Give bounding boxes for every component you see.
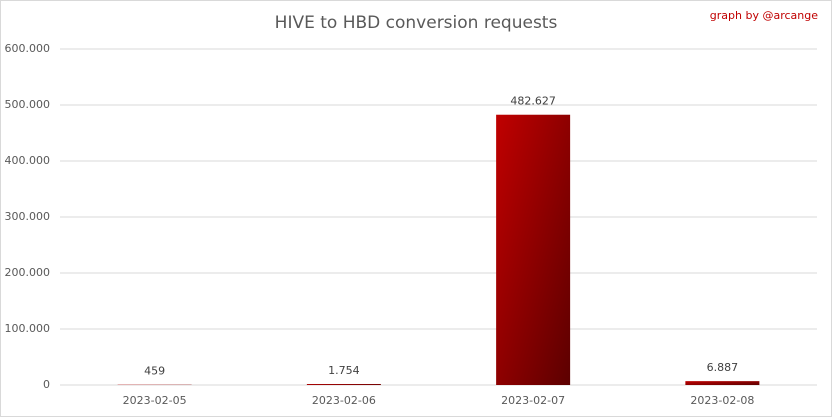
- bar: [306, 384, 381, 385]
- bar: [685, 381, 760, 385]
- y-tick-label: 600.000: [5, 42, 51, 55]
- y-tick-label: 100.000: [5, 322, 51, 335]
- credit: graph by @arcange: [710, 9, 818, 22]
- data-label: 1.754: [328, 364, 360, 377]
- data-label: 459: [144, 365, 165, 378]
- x-tick-label: 2023-02-05: [123, 394, 187, 407]
- x-tick-label: 2023-02-07: [501, 394, 565, 407]
- chart-title: HIVE to HBD conversion requests: [275, 13, 558, 33]
- x-tick-label: 2023-02-06: [312, 394, 376, 407]
- x-tick-label: 2023-02-08: [690, 394, 754, 407]
- data-label: 6.887: [707, 361, 739, 374]
- y-tick-label: 400.000: [5, 154, 51, 167]
- y-tick-label: 500.000: [5, 98, 51, 111]
- bar: [496, 114, 571, 385]
- y-tick-label: 300.000: [5, 210, 51, 223]
- y-tick-label: 0: [43, 378, 50, 391]
- y-tick-label: 200.000: [5, 266, 51, 279]
- data-label: 482.627: [510, 95, 556, 108]
